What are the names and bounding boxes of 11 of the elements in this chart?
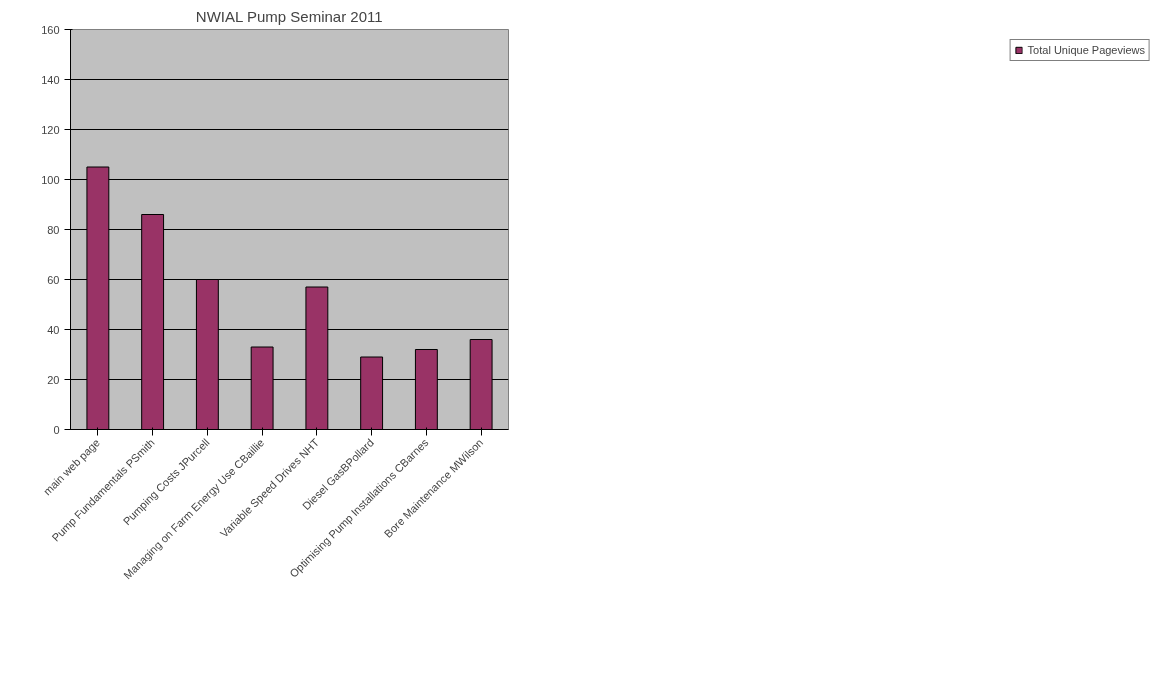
y-tick-label: 140 [41, 73, 60, 86]
legend-label: Total Unique Pageviews [1027, 44, 1145, 56]
y-tick-label: 60 [47, 273, 60, 286]
chart-title: NWIAL Pump Seminar 2011 [195, 7, 383, 25]
y-tick-label: 80 [47, 223, 60, 236]
y-tick-label: 40 [47, 323, 60, 336]
y-tick-label: 0 [53, 423, 60, 436]
y-tick-label: 120 [41, 123, 60, 136]
y-tick-label: 100 [41, 173, 60, 186]
y-tick-label: 20 [47, 373, 60, 386]
y-tick-label: 160 [41, 23, 60, 36]
